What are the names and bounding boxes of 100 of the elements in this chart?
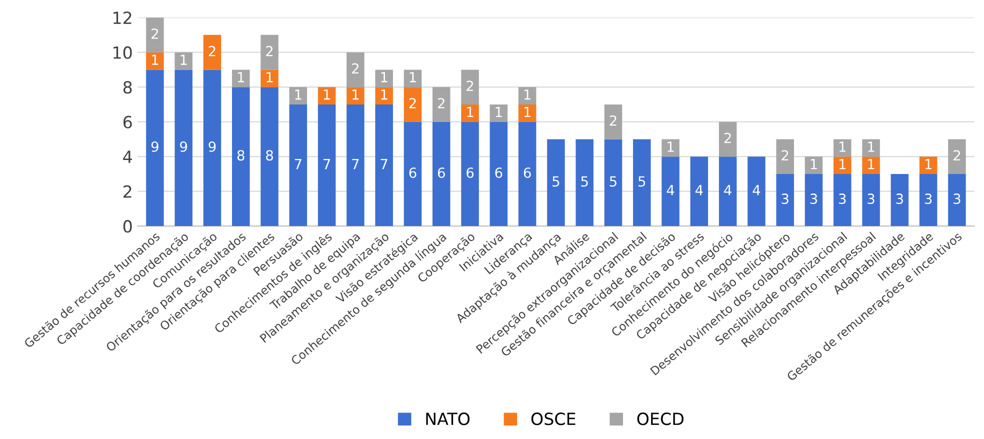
y-tick-label: 6: [123, 116, 132, 128]
data-label: 9: [180, 141, 188, 152]
data-label: 3: [868, 194, 874, 204]
bar: [690, 156, 708, 226]
data-label: 2: [409, 98, 416, 108]
data-label: 1: [295, 89, 302, 100]
bar: [718, 122, 737, 157]
bar: [404, 87, 422, 122]
data-label: 1: [381, 89, 388, 100]
data-label: 4: [724, 185, 732, 196]
bar: [461, 122, 479, 226]
data-label: 3: [954, 194, 960, 204]
data-label: 1: [266, 72, 273, 82]
bar: [804, 156, 823, 174]
data-label: 1: [410, 72, 416, 82]
data-label: 8: [237, 150, 244, 161]
data-label: 2: [954, 150, 960, 160]
data-label: 2: [724, 132, 731, 144]
legend-label: OECD: [637, 412, 684, 426]
bar: [804, 174, 823, 226]
bar: [604, 104, 622, 140]
data-label: 4: [695, 185, 703, 196]
data-label: 5: [581, 176, 588, 187]
bar: [862, 156, 880, 174]
bar: [461, 70, 479, 104]
bar: [834, 174, 852, 226]
bar: [862, 174, 880, 226]
data-label: 1: [925, 158, 932, 170]
bar: [748, 156, 766, 226]
bar: [375, 104, 393, 226]
data-label: 6: [524, 167, 531, 178]
bar: [146, 52, 164, 70]
bar: [518, 87, 536, 104]
bar: [289, 104, 308, 226]
data-label: 1: [324, 89, 330, 100]
bar: [375, 87, 393, 104]
data-label: 1: [467, 106, 474, 117]
bar: [174, 52, 192, 70]
bar: [919, 174, 938, 226]
data-label: 5: [610, 176, 616, 187]
bar: [776, 174, 794, 226]
y-tick-label: 8: [123, 81, 132, 94]
data-label: 1: [840, 142, 846, 152]
bar: [146, 70, 164, 226]
bar: [232, 70, 250, 88]
data-label: 2: [782, 150, 788, 160]
bar: [662, 156, 680, 226]
bar: [260, 34, 278, 70]
bar: [834, 156, 852, 174]
bar: [260, 87, 278, 226]
data-label: 6: [495, 167, 502, 178]
bar: [346, 87, 364, 104]
bar: [318, 104, 336, 226]
bar: [260, 70, 278, 88]
legend-label: OSCE: [531, 412, 576, 426]
data-label: 3: [896, 194, 903, 204]
bar: [490, 122, 508, 226]
data-label: 1: [524, 106, 530, 117]
bar: [633, 139, 651, 226]
data-label: 2: [610, 115, 616, 126]
data-label: 1: [668, 142, 674, 152]
y-tick-label: 0: [123, 220, 132, 233]
data-label: 2: [352, 63, 358, 74]
data-label: 7: [380, 158, 388, 170]
data-label: 4: [752, 185, 760, 196]
bar: [948, 174, 966, 226]
bar: [346, 52, 364, 88]
bar: [890, 174, 909, 226]
data-label: 1: [352, 89, 359, 100]
data-label: 5: [638, 176, 646, 187]
bar: [146, 18, 164, 52]
bar: [375, 70, 393, 88]
bar: [203, 34, 222, 70]
bar: [776, 139, 794, 174]
bar: [518, 122, 536, 226]
bar: [432, 122, 450, 226]
legend-label: NATO: [426, 412, 470, 426]
y-tick-label: 10: [114, 46, 132, 59]
data-label: 3: [810, 194, 818, 204]
y-tick-label: 4: [123, 150, 132, 163]
data-label: 7: [324, 158, 330, 170]
bar: [547, 139, 565, 226]
data-label: 1: [180, 54, 187, 65]
bar: [862, 139, 880, 157]
bar: [919, 156, 938, 174]
data-label: 3: [782, 194, 788, 204]
bar: [174, 70, 192, 226]
bar: [948, 139, 966, 174]
data-label: 1: [381, 72, 388, 82]
bar: [289, 87, 308, 104]
data-label: 3: [924, 194, 932, 204]
data-label: 3: [839, 194, 846, 204]
bar: [718, 156, 737, 226]
bar: [203, 70, 222, 226]
bar: [662, 139, 680, 157]
data-label: 1: [868, 142, 874, 152]
data-label: 1: [152, 54, 158, 65]
bar: [461, 104, 479, 122]
bar: [432, 87, 450, 122]
data-label: 1: [868, 158, 874, 170]
